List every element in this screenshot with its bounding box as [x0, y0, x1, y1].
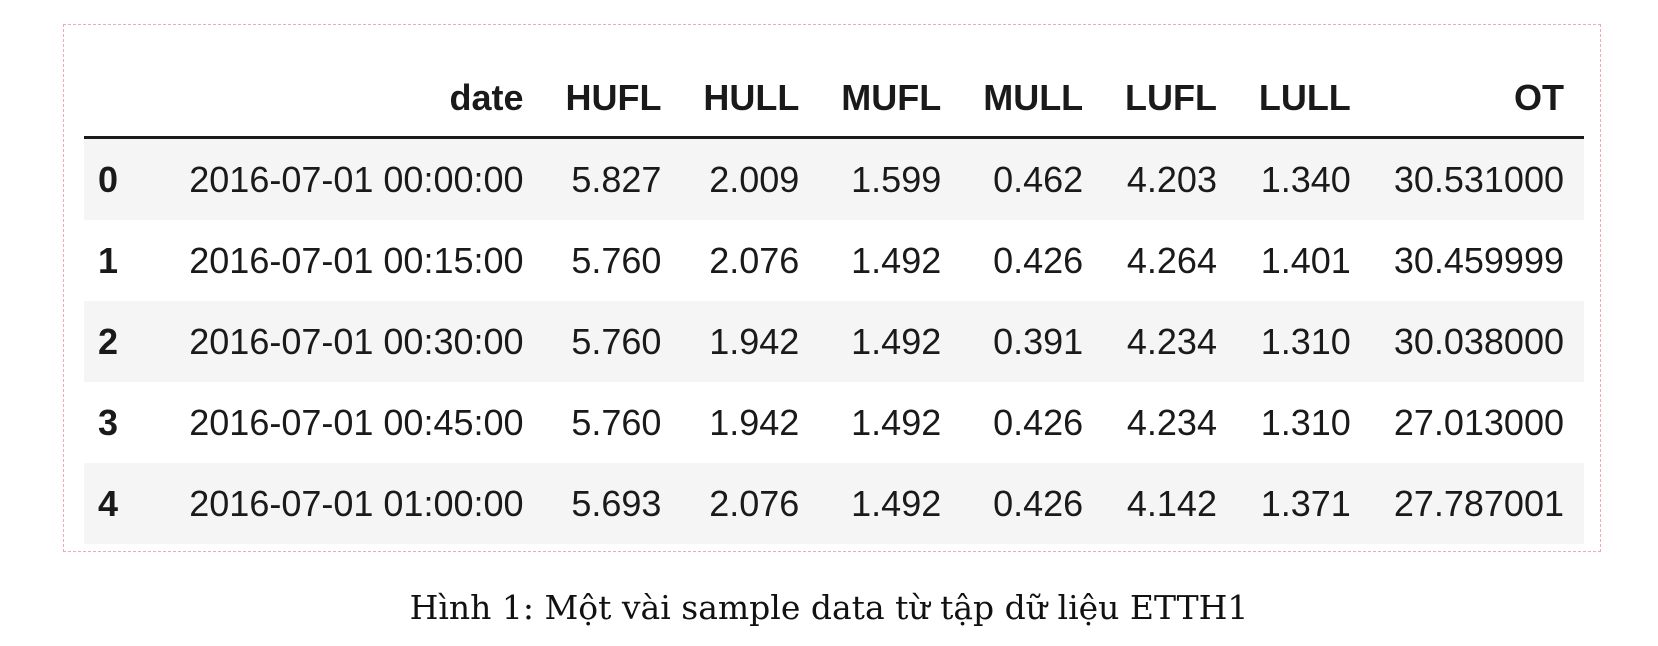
header-date: date [164, 60, 544, 139]
table-row: 3 2016-07-01 00:45:00 5.760 1.942 1.492 … [84, 382, 1584, 463]
row-index: 0 [98, 158, 119, 200]
cell-mufl: 1.492 [851, 401, 942, 443]
table-row: 2 2016-07-01 00:30:00 5.760 1.942 1.492 … [84, 301, 1584, 382]
row-index: 3 [98, 401, 119, 443]
cell-ot: 30.531000 [1393, 158, 1564, 200]
cell-hufl: 5.760 [571, 239, 662, 281]
cell-hufl: 5.827 [571, 158, 662, 200]
cell-mull: 0.426 [993, 401, 1084, 443]
cell-lufl: 4.142 [1126, 482, 1217, 524]
cell-lufl: 4.234 [1126, 320, 1217, 362]
table-row: 1 2016-07-01 00:15:00 5.760 2.076 1.492 … [84, 220, 1584, 301]
header-hull: HULL [681, 60, 820, 139]
cell-date: 2016-07-01 01:00:00 [189, 482, 524, 524]
cell-lufl: 4.203 [1126, 158, 1217, 200]
cell-hull: 2.009 [709, 158, 800, 200]
cell-lufl: 4.234 [1126, 401, 1217, 443]
cell-ot: 27.013000 [1393, 401, 1564, 443]
header-ot: OT [1370, 60, 1584, 139]
cell-mufl: 1.599 [851, 158, 942, 200]
figure-frame [63, 24, 1601, 552]
table-row: 0 2016-07-01 00:00:00 5.827 2.009 1.599 … [84, 137, 1584, 220]
cell-mull: 0.426 [993, 482, 1084, 524]
header-row: date HUFL HULL MUFL MULL LUFL LULL OT [84, 60, 1584, 139]
cell-hull: 2.076 [709, 239, 800, 281]
header-lull: LULL [1236, 60, 1371, 139]
cell-hufl: 5.760 [571, 401, 662, 443]
cell-lufl: 4.264 [1126, 239, 1217, 281]
cell-lull: 1.310 [1260, 320, 1351, 362]
row-index: 2 [98, 320, 119, 362]
header-mufl: MUFL [819, 60, 962, 139]
header-index [84, 60, 164, 139]
header-mull: MULL [961, 60, 1104, 139]
cell-hufl: 5.760 [571, 320, 662, 362]
figure-caption: Hình 1: Một vài sample data từ tập dữ li… [409, 588, 1249, 627]
cell-ot: 27.787001 [1393, 482, 1564, 524]
cell-lull: 1.371 [1260, 482, 1351, 524]
cell-mufl: 1.492 [851, 320, 942, 362]
cell-lull: 1.340 [1260, 158, 1351, 200]
cell-ot: 30.459999 [1393, 239, 1564, 281]
cell-hull: 2.076 [709, 482, 800, 524]
cell-mufl: 1.492 [851, 482, 942, 524]
cell-hull: 1.942 [709, 401, 800, 443]
cell-lull: 1.401 [1260, 239, 1351, 281]
cell-hufl: 5.693 [571, 482, 662, 524]
row-index: 4 [98, 482, 119, 524]
row-index: 1 [98, 239, 119, 281]
cell-mull: 0.426 [993, 239, 1084, 281]
cell-lull: 1.310 [1260, 401, 1351, 443]
header-lufl: LUFL [1103, 60, 1237, 139]
header-hufl: HUFL [543, 60, 682, 139]
cell-mull: 0.391 [993, 320, 1084, 362]
dataframe-table: date HUFL HULL MUFL MULL LUFL LULL OT 0 … [84, 60, 1584, 544]
cell-mull: 0.462 [993, 158, 1084, 200]
cell-date: 2016-07-01 00:45:00 [189, 401, 524, 443]
cell-hull: 1.942 [709, 320, 800, 362]
cell-date: 2016-07-01 00:15:00 [189, 239, 524, 281]
cell-mufl: 1.492 [851, 239, 942, 281]
cell-date: 2016-07-01 00:30:00 [189, 320, 524, 362]
cell-ot: 30.038000 [1393, 320, 1564, 362]
cell-date: 2016-07-01 00:00:00 [189, 158, 524, 200]
table-row: 4 2016-07-01 01:00:00 5.693 2.076 1.492 … [84, 463, 1584, 544]
